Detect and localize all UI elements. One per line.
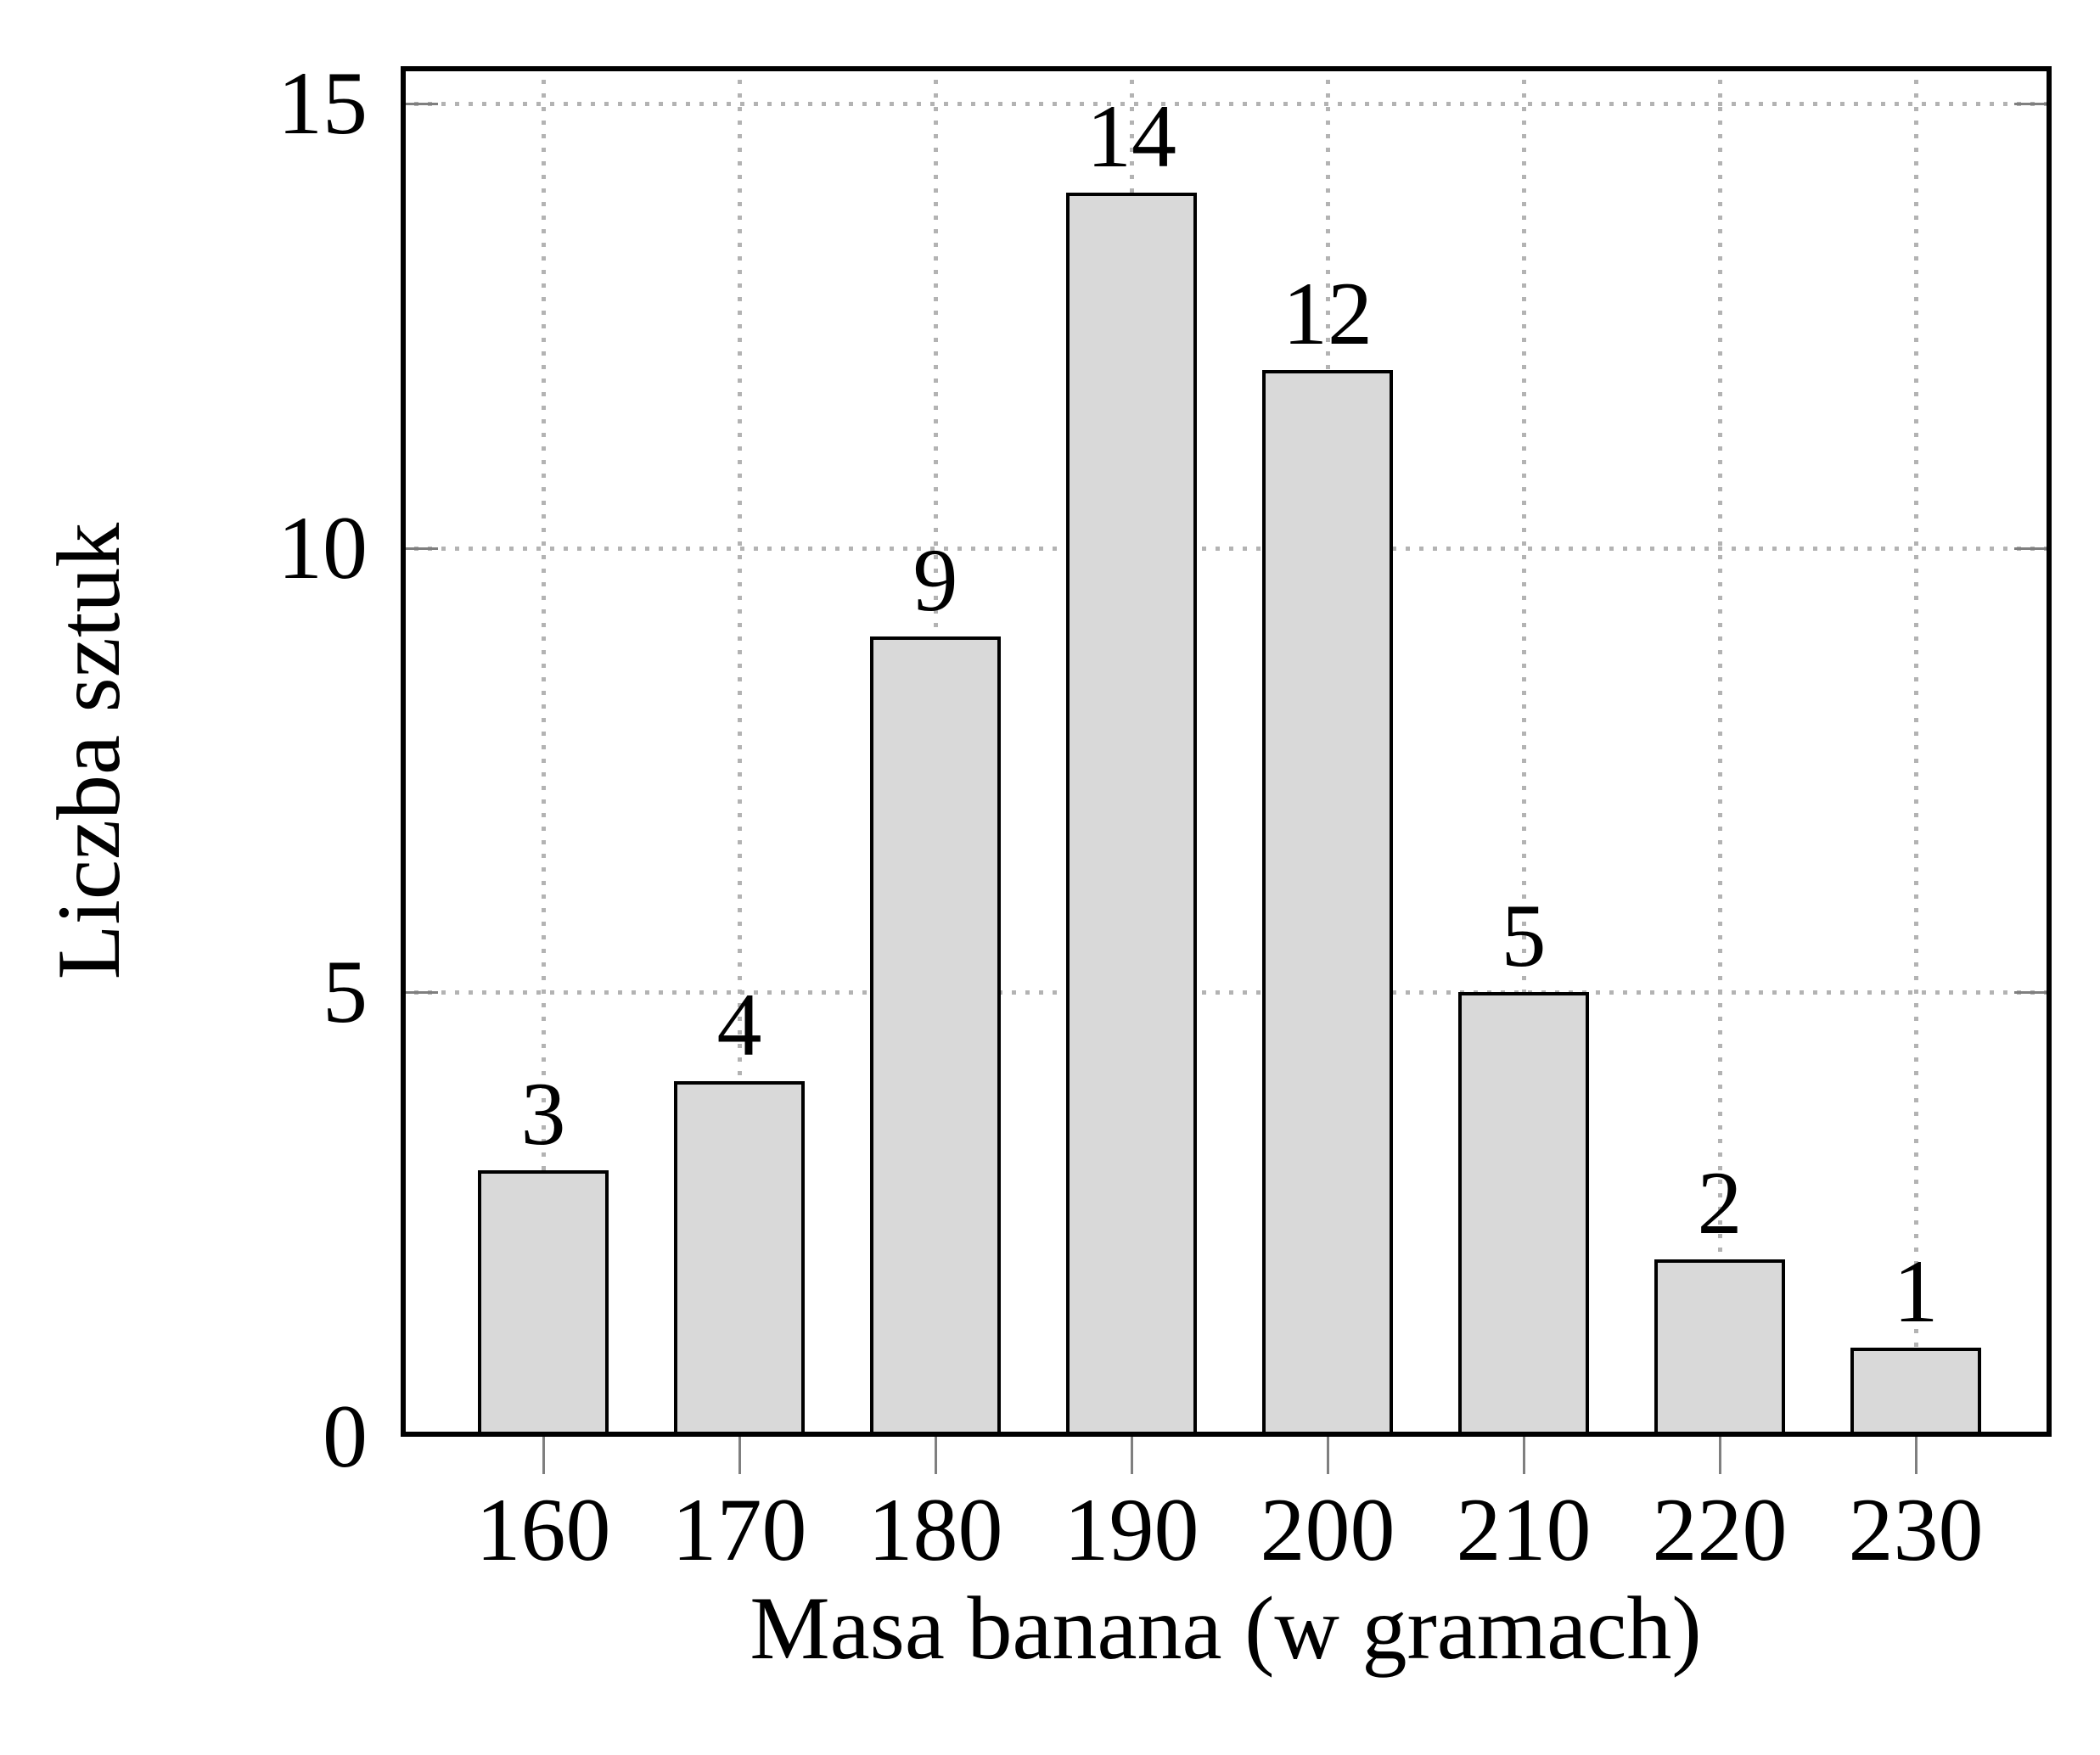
y-tick-left-10 — [401, 547, 438, 550]
plot-area: 3 4 9 14 12 5 2 1 — [401, 66, 2052, 1437]
x-tick-180 — [935, 1437, 937, 1474]
x-tick-label-190: 190 — [1064, 1480, 1199, 1579]
bar-220 — [1654, 1259, 1785, 1437]
bar-200 — [1262, 370, 1393, 1437]
bar-value-label-210: 5 — [1501, 886, 1547, 985]
bar-170 — [674, 1081, 805, 1437]
x-axis-label: Masa banana (w gramach) — [750, 1578, 1702, 1678]
x-tick-170 — [738, 1437, 741, 1474]
x-tick-190 — [1131, 1437, 1133, 1474]
y-tick-right-15 — [2014, 103, 2052, 105]
bar-160 — [478, 1170, 609, 1437]
x-tick-label-210: 210 — [1456, 1480, 1592, 1579]
v-gridline-160 — [542, 66, 546, 1437]
bar-value-label-170: 4 — [716, 975, 762, 1074]
bar-210 — [1458, 992, 1589, 1437]
x-tick-200 — [1327, 1437, 1329, 1474]
y-tick-right-5 — [2014, 991, 2052, 994]
x-tick-label-160: 160 — [475, 1480, 611, 1579]
x-tick-label-180: 180 — [868, 1480, 1003, 1579]
bar-value-label-230: 1 — [1893, 1242, 1939, 1341]
y-tick-label-15: 15 — [278, 53, 368, 153]
h-gridline-5 — [401, 990, 2052, 995]
x-tick-label-200: 200 — [1260, 1480, 1395, 1579]
h-gridline-10 — [401, 547, 2052, 551]
bar-value-label-190: 14 — [1086, 87, 1176, 186]
y-tick-label-0: 0 — [323, 1387, 368, 1486]
v-gridline-210 — [1522, 66, 1526, 1437]
x-tick-label-220: 220 — [1652, 1480, 1788, 1579]
x-tick-220 — [1719, 1437, 1721, 1474]
y-tick-label-5: 5 — [323, 942, 368, 1041]
bar-value-label-180: 9 — [912, 530, 958, 630]
x-tick-230 — [1915, 1437, 1918, 1474]
y-tick-label-10: 10 — [278, 498, 368, 597]
v-gridline-220 — [1718, 66, 1722, 1437]
y-tick-left-15 — [401, 103, 438, 105]
x-tick-210 — [1523, 1437, 1525, 1474]
x-tick-160 — [542, 1437, 545, 1474]
bar-value-label-160: 3 — [520, 1064, 566, 1163]
y-tick-right-10 — [2014, 547, 2052, 550]
x-tick-label-170: 170 — [671, 1480, 807, 1579]
bar-230 — [1850, 1348, 1981, 1437]
y-axis-label: Liczba sztuk — [39, 522, 138, 980]
bar-value-label-200: 12 — [1283, 264, 1373, 363]
bar-value-label-220: 2 — [1697, 1153, 1743, 1253]
axis-frame — [401, 66, 2052, 1437]
bar-180 — [870, 636, 1001, 1437]
v-gridline-230 — [1914, 66, 1918, 1437]
v-gridline-170 — [738, 66, 742, 1437]
h-gridline-15 — [401, 102, 2052, 106]
x-tick-label-230: 230 — [1848, 1480, 1984, 1579]
y-tick-left-5 — [401, 991, 438, 994]
bar-190 — [1066, 193, 1197, 1437]
